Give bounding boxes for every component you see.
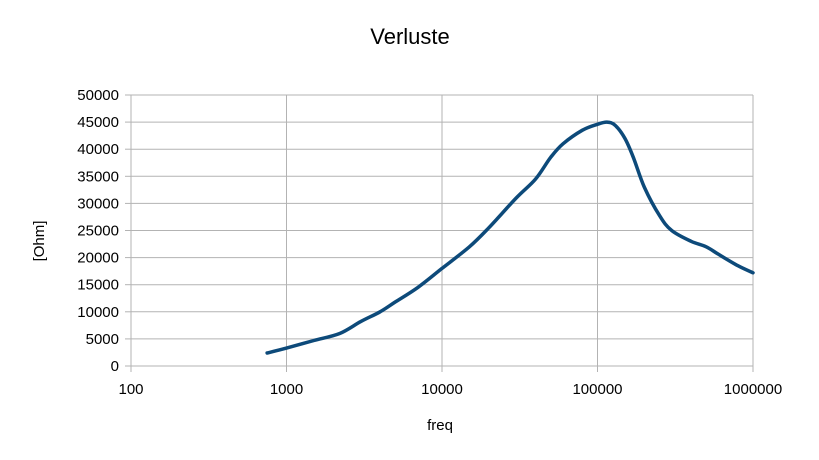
data-point — [394, 300, 397, 304]
data-point — [596, 123, 599, 126]
data-point — [359, 320, 362, 323]
grid-layer — [130, 94, 754, 367]
data-point — [751, 271, 755, 274]
x-axis-title: freq — [427, 417, 453, 434]
data-point — [581, 129, 584, 132]
data-point — [670, 229, 673, 232]
data-point — [487, 226, 490, 229]
data-point — [717, 253, 720, 256]
y-tick-label: 25000 — [77, 223, 119, 240]
y-tick-label: 35000 — [77, 168, 119, 185]
y-tick-label: 20000 — [77, 250, 119, 267]
data-point — [658, 214, 661, 217]
x-tick-label: 1000000 — [724, 381, 782, 398]
series-line — [265, 120, 755, 355]
data-point — [561, 142, 565, 145]
data-point — [285, 346, 288, 350]
data-point — [623, 137, 627, 140]
x-tick-label: 100 — [118, 381, 143, 398]
data-point — [534, 177, 537, 181]
data-point — [614, 124, 617, 127]
y-axis-title: [Ohm] — [31, 221, 48, 262]
series-layer — [265, 120, 755, 355]
y-tick-label: 5000 — [86, 331, 119, 348]
data-point — [468, 245, 471, 248]
y-tick-label: 10000 — [77, 304, 119, 321]
data-point — [632, 156, 635, 159]
data-point — [378, 310, 382, 313]
data-point — [515, 196, 518, 200]
y-tick-label: 15000 — [77, 277, 119, 294]
y-tick-label: 0 — [111, 358, 119, 375]
axis-layer — [125, 94, 754, 372]
x-tick-label: 1000 — [270, 381, 303, 398]
label-layer: 0 5000 10000 15000 20000 25000 30000 35000 40000… — [77, 87, 782, 398]
y-tick-label: 40000 — [77, 141, 119, 158]
data-point — [689, 240, 693, 243]
data-point — [605, 120, 609, 124]
x-tick-label: 100000 — [572, 381, 622, 398]
data-point — [736, 264, 740, 267]
data-point — [440, 267, 444, 270]
data-point — [416, 286, 420, 289]
y-tick-label: 30000 — [77, 195, 119, 212]
chart-title: Verluste — [370, 24, 450, 49]
y-tick-label: 50000 — [77, 87, 119, 104]
x-tick-label: 10000 — [421, 381, 463, 398]
data-point — [643, 185, 646, 189]
data-point — [265, 351, 269, 355]
data-point — [549, 156, 552, 159]
data-point — [338, 332, 341, 335]
data-point — [312, 339, 316, 342]
data-point — [705, 245, 708, 248]
y-tick-label: 45000 — [77, 114, 119, 131]
